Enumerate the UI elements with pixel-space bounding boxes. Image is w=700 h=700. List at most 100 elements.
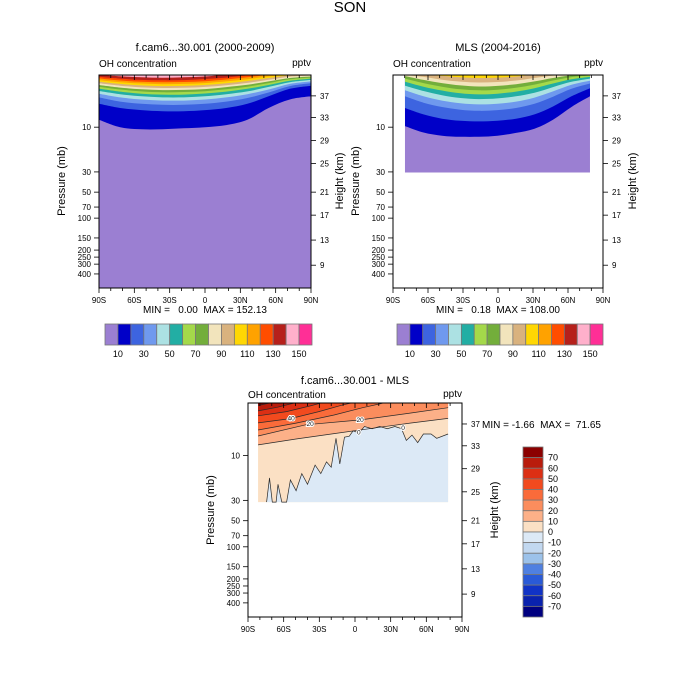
diff-contour-label: 0 xyxy=(401,425,405,432)
colorbar-segment xyxy=(169,323,184,346)
colorbar-tick-label: 70 xyxy=(548,453,558,463)
colorbar-segment xyxy=(522,446,544,459)
model-plot-frame xyxy=(98,74,312,289)
colorbar-tick-label: -50 xyxy=(548,580,561,590)
colorbar-tick-label: -60 xyxy=(548,591,561,601)
diff-contour-line-0 xyxy=(266,426,449,503)
x-tick-label: 60N xyxy=(419,625,434,634)
colorbar-segment xyxy=(522,552,544,565)
height-tick-label: 21 xyxy=(320,188,329,197)
colorbar-tick-label: 150 xyxy=(292,349,307,359)
x-tick-label: 0 xyxy=(203,296,208,305)
colorbar-tick-label: 0 xyxy=(548,527,553,537)
height-tick-label: 37 xyxy=(471,420,480,429)
colorbar-segment xyxy=(499,323,514,346)
colorbar-segment xyxy=(525,323,540,346)
colorbar-tick-label: 130 xyxy=(557,349,572,359)
colorbar-tick-label: 10 xyxy=(548,516,558,526)
x-tick-label: 60S xyxy=(421,296,435,305)
x-tick-label: 90N xyxy=(455,625,470,634)
height-tick-label: 17 xyxy=(320,211,329,220)
colorbar-segment xyxy=(396,323,411,346)
pressure-tick-label: 200 xyxy=(227,575,241,584)
diff-contour-label: 0 xyxy=(357,430,361,437)
colorbar-segment xyxy=(221,323,235,346)
colorbar-tick-label: -70 xyxy=(548,601,561,611)
pressure-tick-label: 400 xyxy=(227,599,241,608)
colorbar-tick-label: 90 xyxy=(508,349,518,359)
colorbar-segment xyxy=(522,510,544,522)
colorbar-tick-label: 30 xyxy=(548,495,558,505)
pressure-tick-label: 300 xyxy=(78,260,92,269)
colorbar-segment xyxy=(246,323,261,346)
diff-contour-label: 20 xyxy=(356,417,364,424)
diff-contour-label: 40 xyxy=(288,416,296,423)
diff-field-label: OH concentration xyxy=(248,390,326,401)
diff-axes: 90S 60S 30S 0 30N 60N 90N103050701001502002503… xyxy=(227,402,480,634)
colorbar-segment xyxy=(460,323,475,346)
x-tick-label: 60N xyxy=(561,296,576,305)
pressure-tick-label: 70 xyxy=(231,532,240,541)
x-tick-label: 90S xyxy=(386,296,400,305)
pressure-tick-label: 10 xyxy=(231,451,240,460)
pressure-tick-label: 50 xyxy=(376,188,385,197)
pressure-tick-label: 100 xyxy=(372,214,386,223)
colorbar-tick-label: 90 xyxy=(216,349,226,359)
colorbar-tick-label: 10 xyxy=(405,349,415,359)
pressure-tick-label: 10 xyxy=(82,123,91,132)
pressure-tick-label: 100 xyxy=(227,543,241,552)
colorbar-tick-label: 40 xyxy=(548,485,558,495)
mls-colorbar: 10 30 50 70 90 110 130 150 xyxy=(396,323,604,359)
colorbar-segment xyxy=(522,478,544,490)
height-tick-label: 29 xyxy=(471,465,480,474)
x-tick-label: 30S xyxy=(456,296,470,305)
colorbar-tick-label: 20 xyxy=(548,506,558,516)
x-tick-label: 30N xyxy=(233,296,248,305)
height-tick-label: 9 xyxy=(612,261,617,270)
pressure-tick-label: 150 xyxy=(78,234,92,243)
colorbar-segment xyxy=(522,595,544,607)
colorbar-segment xyxy=(522,467,544,480)
colorbar-segment xyxy=(589,323,604,346)
model-units-label: pptv xyxy=(292,58,311,69)
colorbar-tick-label: 70 xyxy=(482,349,492,359)
colorbar-tick-label: 30 xyxy=(431,349,441,359)
diff-contour-line-10 xyxy=(258,418,449,446)
colorbar-segment xyxy=(522,489,544,501)
colorbar-tick-label: -20 xyxy=(548,548,561,558)
colorbar-segment xyxy=(522,605,544,618)
pressure-tick-label: 50 xyxy=(82,188,91,197)
pressure-tick-label: 150 xyxy=(372,234,386,243)
colorbar-segment xyxy=(435,323,449,346)
mls-minmax: MIN = 0.18 MAX = 108.00 xyxy=(436,305,560,316)
height-tick-label: 37 xyxy=(612,92,621,101)
colorbar-tick-label: 50 xyxy=(456,349,466,359)
x-tick-label: 30N xyxy=(526,296,541,305)
page-title: SON xyxy=(333,0,367,16)
pressure-tick-label: 150 xyxy=(227,563,241,572)
colorbar-segment xyxy=(538,323,552,346)
pressure-tick-label: 30 xyxy=(82,168,91,177)
height-tick-label: 13 xyxy=(471,565,480,574)
mls-pressure-axis-label: Pressure (mb) xyxy=(350,146,362,216)
height-tick-label: 37 xyxy=(320,92,329,101)
colorbar-segment xyxy=(551,323,565,346)
colorbar-segment xyxy=(409,323,424,346)
pressure-tick-label: 50 xyxy=(231,517,240,526)
height-tick-label: 33 xyxy=(471,442,480,451)
colorbar-segment xyxy=(522,520,544,533)
mls-panel-title: MLS (2004-2016) xyxy=(455,42,541,54)
pressure-tick-label: 400 xyxy=(78,270,92,279)
colorbar-segment xyxy=(130,323,145,346)
colorbar-segment xyxy=(117,323,132,346)
colorbar-segment xyxy=(143,323,158,346)
diff-contour-plot: 40 20 20 0 0 xyxy=(258,403,449,503)
diff-panel-title: f.cam6...30.001 - MLS xyxy=(300,375,410,387)
model-colorbar: 10 30 50 70 90 110 130 150 xyxy=(104,323,313,359)
height-tick-label: 25 xyxy=(471,488,480,497)
x-tick-label: 90S xyxy=(92,296,106,305)
model-height-axis-label: Height (km) xyxy=(334,152,346,210)
colorbar-tick-label: 110 xyxy=(531,349,545,359)
